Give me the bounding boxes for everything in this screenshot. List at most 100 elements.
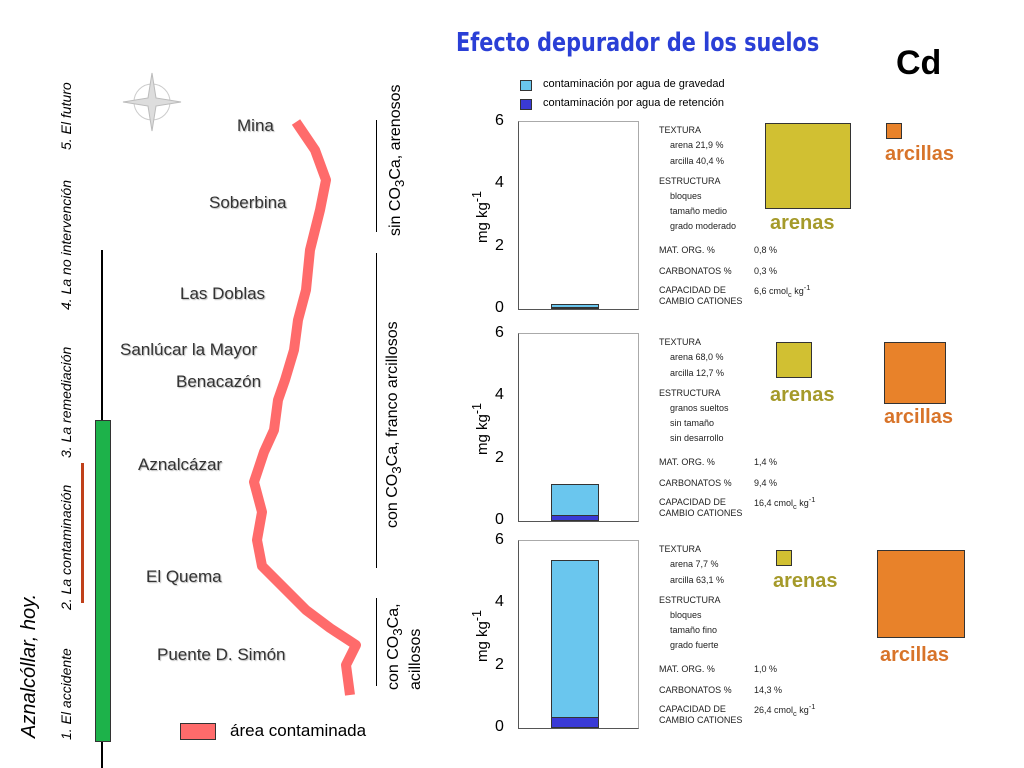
bar-chart-1: 0 2 4 6 (495, 112, 639, 316)
soil-arena: arena 68,0 % (670, 352, 724, 362)
soil-arcilla: arcilla 12,7 % (670, 368, 725, 378)
zone-divider (376, 120, 377, 232)
arcillas-square (886, 123, 902, 139)
y-label-text: mg kg (474, 414, 491, 455)
zone-sub: 3 (389, 466, 405, 474)
bar-chart-2: 0 2 4 6 (495, 324, 639, 528)
place-benacazon: Benacazón (176, 372, 262, 391)
cap-sub: c (793, 708, 797, 718)
soil-textura: TEXTURA (659, 125, 702, 135)
arcillas-square (884, 342, 946, 404)
bar-chart-3: 0 2 4 6 (495, 531, 639, 735)
soil-carb_v: 0,3 % (754, 266, 778, 276)
y-tick-label: 4 (495, 174, 504, 192)
legend-retention-swatch (520, 99, 532, 110)
soil-e1: bloques (670, 191, 702, 201)
soil-carb_v: 14,3 % (754, 685, 783, 695)
place-soberbina: Soberbina (209, 193, 287, 212)
y-tick-label: 2 (495, 655, 504, 673)
soil-textura: TEXTURA (659, 544, 702, 554)
soil-estructura: ESTRUCTURA (659, 595, 721, 605)
zone-text: Ca, (385, 603, 402, 629)
y-tick-label: 2 (495, 236, 504, 254)
page-title: Efecto depurador de los suelos (456, 28, 820, 58)
bar-retention (551, 307, 599, 309)
soil-arcilla: arcilla 40,4 % (670, 156, 725, 166)
soil-carb: CARBONATOS % (659, 478, 732, 488)
arenas-label: arenas (770, 384, 835, 406)
zone-text: Ca, arenosos (387, 84, 404, 180)
arcillas-label: arcillas (885, 143, 954, 165)
soil-cap1: CAPACIDAD DE (659, 704, 726, 714)
soil-arcilla: arcilla 63,1 % (670, 575, 725, 585)
zone-text: con CO (384, 473, 401, 528)
y-label-text: mg kg (474, 621, 491, 662)
soil-e2: tamaño medio (670, 206, 728, 216)
cap-value: 16,4 cmol (754, 498, 794, 508)
soil-estructura: ESTRUCTURA (659, 388, 721, 398)
element-label: Cd (896, 44, 942, 82)
y-label-sup: -1 (470, 610, 484, 622)
cap-exp: -1 (803, 283, 811, 292)
y-tick-label: 0 (495, 299, 504, 316)
cap-exp: -1 (808, 495, 816, 504)
arenas-square (776, 550, 792, 566)
arcillas-label: arcillas (884, 406, 953, 428)
soil-mo_v: 0,8 % (754, 245, 778, 255)
y-axis-label: mg kg-1 (470, 191, 491, 243)
cap-value: 6,6 cmol (754, 286, 789, 296)
place-mina: Mina (237, 116, 274, 135)
compass-icon (122, 72, 182, 132)
place-las-doblas: Las Doblas (180, 284, 266, 303)
bar-retention (551, 717, 599, 728)
legend-gravity-label: contaminación por agua de gravedad (543, 78, 725, 90)
soil-e1: granos sueltos (670, 403, 729, 413)
soil-mo: MAT. ORG. % (659, 664, 715, 674)
y-label-sup: -1 (470, 191, 484, 203)
soil-e2: tamaño fino (670, 625, 718, 635)
zone-sub: 3 (390, 628, 406, 636)
zone-label-1: sin CO3Ca, arenosos (387, 85, 407, 237)
soil-mo_v: 1,0 % (754, 664, 778, 674)
soil-arena: arena 7,7 % (670, 559, 719, 569)
soil-mo_v: 1,4 % (754, 457, 778, 467)
map-legend-label: área contaminada (230, 721, 367, 740)
place-el-quema: El Quema (146, 567, 222, 586)
zone-label-3: con CO3Ca, acillosos (385, 590, 425, 690)
soil-e1: bloques (670, 610, 702, 620)
y-tick-label: 6 (495, 112, 504, 130)
cap-exp: -1 (808, 702, 816, 711)
soil-carb: CARBONATOS % (659, 685, 732, 695)
soil-cap-value: 26,4 cmolc kg-1 (754, 703, 815, 717)
arenas-square (776, 342, 812, 378)
bar-retention (551, 514, 599, 521)
cap-unit: kg (791, 286, 804, 296)
y-tick-label: 4 (495, 386, 504, 404)
y-label-text: mg kg (474, 202, 491, 243)
soil-cap-value: 16,4 cmolc kg-1 (754, 496, 815, 510)
place-aznalcazar: Aznalcázar (138, 455, 223, 474)
y-tick-label: 6 (495, 324, 504, 342)
arenas-label: arenas (770, 212, 835, 234)
cap-unit: kg (796, 498, 809, 508)
y-tick-label: 6 (495, 531, 504, 549)
soil-mo: MAT. ORG. % (659, 457, 715, 467)
y-axis-label: mg kg-1 (470, 403, 491, 455)
timeline-green-bar (95, 420, 111, 742)
zone-text: con CO (385, 635, 402, 690)
zone-label-2: con CO3Ca, franco arcillosos (384, 321, 404, 528)
soil-estructura: ESTRUCTURA (659, 176, 721, 186)
zone-text: sin CO (387, 187, 404, 236)
soil-cap2: CAMBIO CATIONES (659, 715, 743, 725)
y-axis-label: mg kg-1 (470, 610, 491, 662)
zone-sub: 3 (392, 179, 408, 188)
arcillas-square (877, 550, 965, 638)
y-tick-label: 0 (495, 511, 504, 528)
bar-gravity (551, 559, 599, 728)
zone-divider (376, 598, 377, 686)
arcillas-label: arcillas (880, 644, 949, 666)
soil-textura: TEXTURA (659, 337, 702, 347)
soil-cap2: CAMBIO CATIONES (659, 296, 743, 306)
place-sanlucar: Sanlúcar la Mayor (120, 340, 258, 359)
legend-gravity-swatch (520, 80, 532, 91)
